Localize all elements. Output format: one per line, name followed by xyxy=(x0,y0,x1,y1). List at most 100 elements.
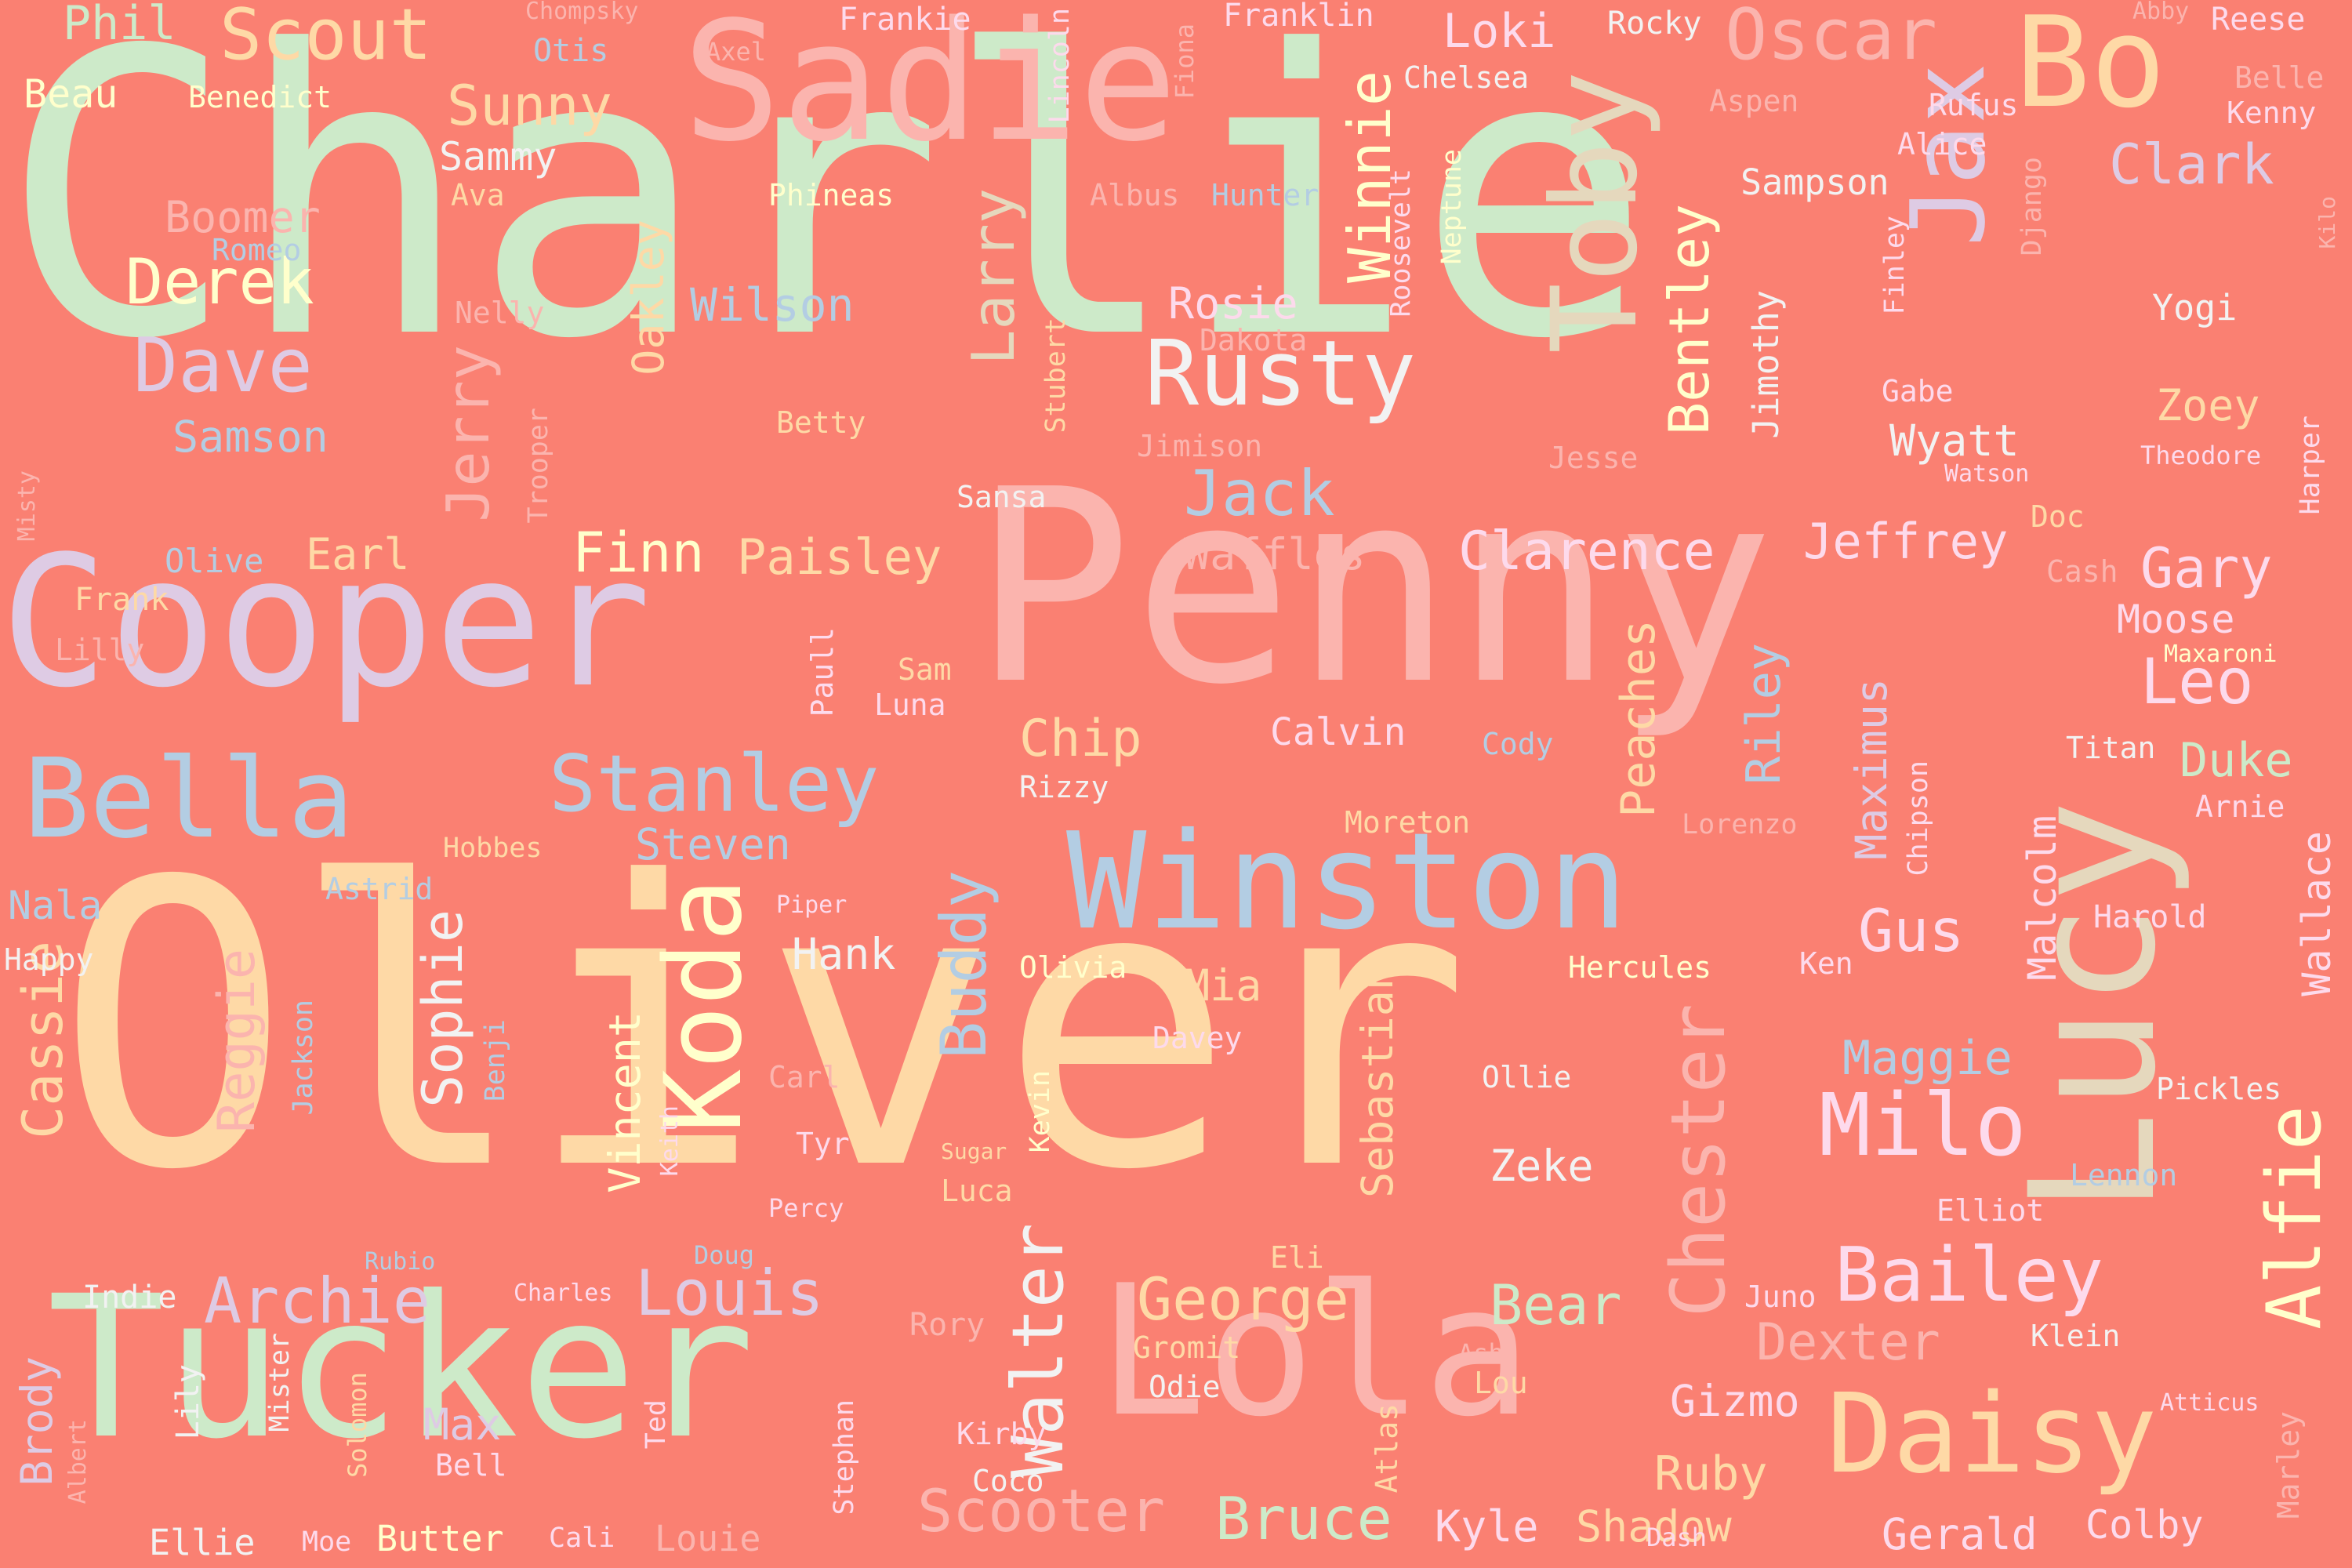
word-jackson: Jackson xyxy=(288,1000,319,1116)
word-indie: Indie xyxy=(82,1279,177,1316)
word-cooper: Cooper xyxy=(0,518,652,728)
word-oakley: Oakley xyxy=(623,220,673,376)
word-maximus: Maximus xyxy=(1846,678,1896,860)
word-brody: Brody xyxy=(12,1356,62,1486)
word-beau: Beau xyxy=(24,71,118,117)
word-nala: Nala xyxy=(8,883,103,928)
word-wyatt: Wyatt xyxy=(1889,416,2020,466)
word-ava: Ava xyxy=(451,178,505,212)
word-benji: Benji xyxy=(480,1019,511,1102)
word-atlas: Atlas xyxy=(1370,1403,1404,1494)
word-frank: Frank xyxy=(74,582,169,618)
word-klein: Klein xyxy=(2031,1319,2121,1353)
word-doc: Doc xyxy=(2031,499,2085,534)
word-charles: Charles xyxy=(514,1279,613,1307)
word-sam: Sam xyxy=(898,652,952,687)
word-hunter: Hunter xyxy=(1211,178,1319,212)
word-percy: Percy xyxy=(768,1193,844,1223)
word-bo: Bo xyxy=(2015,0,2166,136)
word-louis: Louis xyxy=(635,1257,824,1330)
word-bailey: Bailey xyxy=(1835,1232,2104,1319)
word-roosevelt: Roosevelt xyxy=(1385,169,1417,318)
word-frankie: Frankie xyxy=(839,2,971,38)
word-maggie: Maggie xyxy=(1842,1031,2013,1086)
word-doug: Doug xyxy=(694,1240,755,1270)
word-cody: Cody xyxy=(1482,727,1554,761)
word-lennon: Lennon xyxy=(2070,1158,2178,1192)
word-kilo: Kilo xyxy=(2314,196,2340,249)
word-ellie: Ellie xyxy=(149,1522,256,1563)
word-larry: Larry xyxy=(959,188,1028,365)
word-sunny: Sunny xyxy=(447,74,612,138)
word-hobbes: Hobbes xyxy=(443,833,543,864)
word-rufus: Rufus xyxy=(1929,88,2019,122)
word-wilson: Wilson xyxy=(690,278,855,332)
word-harper: Harper xyxy=(2295,416,2326,515)
word-dave: Dave xyxy=(133,323,313,409)
word-vincent: Vincent xyxy=(600,1011,650,1193)
word-chip: Chip xyxy=(1019,710,1142,768)
word-juno: Juno xyxy=(1744,1279,1817,1314)
word-stephan: Stephan xyxy=(829,1399,860,1515)
word-sansa: Sansa xyxy=(956,480,1047,514)
word-rizzy: Rizzy xyxy=(1019,770,1109,804)
word-luna: Luna xyxy=(874,688,946,722)
word-duke: Duke xyxy=(2180,733,2293,788)
word-max: Max xyxy=(423,1399,502,1450)
word-rocky: Rocky xyxy=(1607,5,1702,42)
word-rubio: Rubio xyxy=(365,1248,436,1276)
word-mister: Mister xyxy=(264,1333,296,1432)
word-django: Django xyxy=(2016,157,2048,256)
word-maxaroni: Maxaroni xyxy=(2164,641,2278,668)
word-buddy: Buddy xyxy=(927,870,1000,1059)
word-chester: Chester xyxy=(1656,1004,1742,1318)
word-fiona: Fiona xyxy=(1170,24,1200,100)
word-sugar: Sugar xyxy=(941,1138,1007,1164)
word-ken: Ken xyxy=(1799,946,1853,981)
word-kenny: Kenny xyxy=(2227,96,2317,130)
word-bentley: Bentley xyxy=(1657,204,1722,436)
word-kirby: Kirby xyxy=(956,1417,1047,1451)
word-aspen: Aspen xyxy=(1709,84,1799,118)
word-chipson: Chipson xyxy=(1903,760,1934,877)
word-neptune: Neptune xyxy=(1436,149,1468,265)
word-bella: Bella xyxy=(24,735,354,863)
word-otis: Otis xyxy=(533,33,609,69)
word-harold: Harold xyxy=(2093,899,2207,935)
word-franklin: Franklin xyxy=(1223,0,1374,34)
word-eli: Eli xyxy=(1270,1240,1324,1275)
word-ruby: Ruby xyxy=(1654,1446,1768,1501)
word-archie: Archie xyxy=(204,1265,430,1338)
word-happy: Happy xyxy=(4,942,94,977)
word-wallace: Wallace xyxy=(2294,831,2339,996)
word-samson: Samson xyxy=(172,412,328,462)
word-jimothy: Jimothy xyxy=(1745,290,1787,439)
word-dakota: Dakota xyxy=(1200,323,1308,358)
word-rosie: Rosie xyxy=(1168,278,1298,328)
word-zeke: Zeke xyxy=(1490,1141,1594,1191)
word-riley: Riley xyxy=(1737,643,1791,785)
word-lola: Lola xyxy=(1098,1247,1532,1457)
word-zoey: Zoey xyxy=(2156,380,2260,430)
word-astrid: Astrid xyxy=(325,872,434,906)
word-phineas: Phineas xyxy=(768,178,895,212)
word-boomer: Boomer xyxy=(165,192,321,242)
word-daisy: Daisy xyxy=(1827,1370,2158,1498)
word-keith: Keith xyxy=(656,1105,684,1177)
word-coco: Coco xyxy=(972,1464,1044,1498)
word-lincoln: Lincoln xyxy=(1044,8,1076,124)
word-jeffrey: Jeffrey xyxy=(1803,513,2009,570)
word-moe: Moe xyxy=(302,1526,352,1558)
word-louie: Louie xyxy=(655,1518,761,1559)
word-paull: Paull xyxy=(805,627,840,717)
word-charlie: Charlie xyxy=(0,0,1653,424)
word-odie: Odie xyxy=(1149,1370,1221,1404)
word-jimison: Jimison xyxy=(1137,429,1263,463)
word-butter: Butter xyxy=(376,1518,504,1559)
word-hercules: Hercules xyxy=(1568,950,1712,985)
word-cali: Cali xyxy=(549,1523,615,1554)
word-clarence: Clarence xyxy=(1458,521,1715,583)
word-calvin: Calvin xyxy=(1270,710,1406,754)
word-marley: Marley xyxy=(2271,1411,2306,1519)
